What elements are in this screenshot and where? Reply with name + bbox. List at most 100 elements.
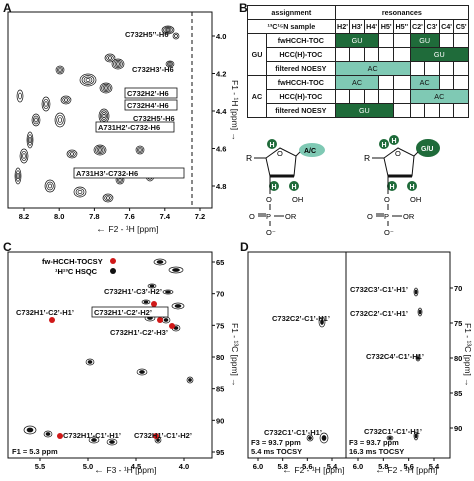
svg-text:¹H¹³C HSQC: ¹H¹³C HSQC [55, 267, 98, 276]
peak-contour [320, 319, 324, 325]
peak-contour [319, 432, 329, 444]
peak-contour [414, 289, 418, 295]
peak-contour [386, 435, 394, 441]
red-peak [169, 323, 175, 329]
peak-contour [414, 433, 418, 439]
peak-contour [42, 98, 50, 110]
peak-contour [31, 113, 41, 127]
peak-contour [166, 61, 174, 67]
peak-contour [106, 54, 114, 62]
red-peak [157, 317, 163, 323]
peak-contour [135, 145, 145, 155]
col-h5pp: H5'' [392, 19, 411, 34]
table-row: HCC(H)-TOC GU [248, 47, 470, 62]
col-c4: C4' [438, 19, 455, 34]
peak-contour [81, 75, 95, 85]
peak-contour [165, 290, 171, 294]
table-row: filtered NOESY GU [248, 103, 469, 118]
peak-contour [68, 150, 76, 158]
table-row: filtered NOESY AC [248, 61, 469, 76]
peak-contour [62, 96, 70, 104]
d-right-anno-3: C732C4’-C1’-H1’ [366, 352, 424, 361]
col-h2: H2' [334, 19, 351, 34]
svg-text:H: H [390, 184, 395, 191]
peak-contour [23, 425, 37, 435]
y-tick-label: 65 [216, 258, 224, 267]
x-tick-label: 8.0 [54, 212, 64, 221]
peak-contour [104, 194, 112, 202]
peak-contour [91, 438, 97, 442]
peak-contour [147, 283, 157, 289]
peak-contour [163, 26, 173, 34]
table-header-sample: ¹³C¹⁵N sample [247, 19, 336, 34]
peak-contour [101, 112, 107, 120]
peak-contour [85, 358, 95, 366]
y-tick-label: 4.0 [216, 32, 226, 41]
peak-contour [60, 95, 72, 105]
svg-text:OH: OH [292, 195, 303, 204]
peak-contour [168, 266, 184, 274]
col-h4: H4' [363, 19, 380, 34]
y-tick-label: 4.6 [216, 145, 226, 154]
peak-contour [19, 148, 29, 164]
peak-contour [102, 193, 114, 203]
panel-d-x-title-left: ← F2 - ¹H [ppm] [282, 465, 345, 476]
peak-contour [79, 73, 97, 87]
ribose-structures: R O H H H A/C OH O P O OR O⁻ R O [246, 135, 440, 237]
peak-contour [46, 181, 54, 191]
peak-contour [66, 149, 78, 159]
table-header-resonances: resonances [334, 5, 470, 20]
svg-text:R: R [246, 153, 252, 163]
peak-contour [58, 68, 62, 72]
x-tick-label: 5.6 [302, 462, 312, 471]
peak-contour [55, 65, 65, 75]
x-tick-label: 4.5 [131, 462, 141, 471]
peak-contour [69, 152, 75, 156]
c-anno-1: C732H1’-C3’-H2’ [104, 287, 162, 296]
peak-contour [174, 304, 182, 308]
x-tick-label: 7.2 [195, 212, 205, 221]
svg-text:OH: OH [410, 195, 421, 204]
panel-a-x-title: ← F2 - ¹H [ppm] [96, 224, 159, 235]
peak-contour [318, 316, 326, 328]
x-tick-label: 5.8 [378, 462, 388, 471]
d-left-anno-1: C732C2’-C1’-H1’ [272, 314, 330, 323]
peak-contour [75, 188, 85, 196]
peak-contour [306, 434, 314, 442]
svg-text:G/U: G/U [421, 146, 433, 153]
peak-contour [44, 101, 48, 107]
y-tick-label: 4.8 [216, 182, 226, 191]
d-right-anno-4: C732C1’-C1’-H1’ [364, 427, 422, 436]
panel-d-label: D [240, 240, 249, 254]
c-anno-3: C732H1’-C2’-H1’ [16, 308, 74, 317]
red-peak [57, 433, 63, 439]
svg-text:fw-HCCH-TOCSY: fw-HCCH-TOCSY [42, 257, 103, 266]
x-tick-label: 4.0 [179, 462, 189, 471]
peak-contour [111, 58, 125, 70]
peak-contour [26, 131, 34, 149]
col-c5: C5' [453, 19, 469, 34]
red-peak [49, 317, 55, 323]
peak-contour [116, 62, 120, 66]
table-row: GU fwHCCH-TOC GU GU [247, 33, 469, 76]
peak-contour [63, 98, 69, 102]
svg-text:OR: OR [285, 212, 297, 221]
panel-a-label: A [3, 1, 12, 15]
svg-text:O⁻: O⁻ [266, 228, 276, 237]
peak-contour [22, 153, 26, 159]
peak-contour [47, 183, 53, 189]
a-anno-h2p: C732H2’-H6 [127, 89, 169, 98]
peak-contour [106, 438, 118, 446]
peak-contour [44, 179, 56, 193]
svg-text:OR: OR [403, 212, 415, 221]
x-tick-label: 7.6 [124, 212, 134, 221]
peak-contour [113, 59, 123, 69]
group-gu: GU [247, 33, 267, 76]
panel-c-label: C [3, 240, 12, 254]
c-anno-2: C732H1’-C2’-H2’ [94, 308, 152, 317]
svg-text:P: P [384, 212, 389, 221]
peak-contour [83, 76, 93, 84]
peak-contour [164, 27, 172, 33]
peak-contour [57, 117, 63, 123]
peak-contour [16, 172, 20, 180]
